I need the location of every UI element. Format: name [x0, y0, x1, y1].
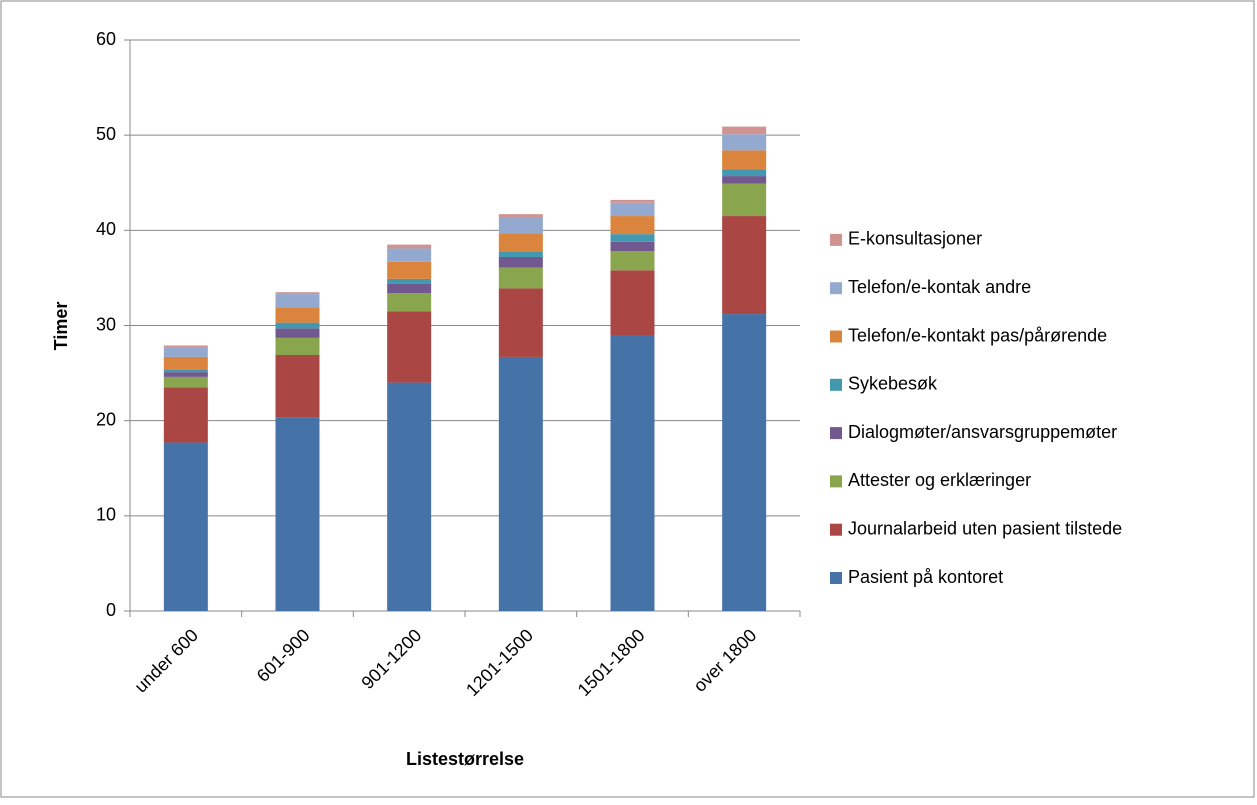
bar-segment [387, 261, 432, 279]
legend-label: Dialogmøter/ansvarsgruppemøter [848, 422, 1117, 442]
legend-swatch [830, 233, 842, 246]
bar-segment [163, 347, 208, 357]
legend-label: E-konsultasjoner [848, 229, 982, 249]
bar-segment [387, 293, 432, 312]
bar-segment [387, 311, 432, 383]
bar-segment [275, 294, 320, 308]
bar-segment [275, 328, 320, 338]
bar-segment [498, 251, 543, 257]
bar-segment [387, 244, 432, 249]
bar-segment [610, 251, 655, 271]
legend-swatch [830, 330, 842, 343]
y-tick-label: 50 [96, 124, 116, 144]
bar-segment [722, 176, 767, 184]
legend-swatch [830, 523, 842, 536]
legend-label: Telefon/e-kontakt pas/pårørende [848, 325, 1107, 345]
bar-segment [163, 369, 208, 373]
bar-segment [722, 183, 767, 217]
bar-segment [610, 202, 655, 217]
bar-segment [498, 288, 543, 357]
y-tick-label: 10 [96, 505, 116, 525]
bar-segment [610, 234, 655, 242]
bar-segment [275, 337, 320, 356]
bar-segment [722, 150, 767, 170]
bar-segment [610, 270, 655, 336]
legend-swatch [830, 378, 842, 391]
bar-segment [163, 442, 208, 611]
legend-swatch [830, 427, 842, 440]
bar-segment [610, 241, 655, 252]
legend-swatch [830, 282, 842, 295]
bar-segment [275, 307, 320, 323]
bar-segment [275, 292, 320, 295]
legend-label: Attester og erklæringer [848, 470, 1031, 490]
bar-segment [610, 335, 655, 611]
bar-segment [387, 382, 432, 611]
bar-segment [498, 267, 543, 289]
bar-segment [498, 214, 543, 218]
bar-segment [722, 126, 767, 135]
bar-segment [163, 387, 208, 443]
x-axis-title: Listestørrelse [406, 749, 524, 769]
bar-segment [722, 216, 767, 315]
bar-segment [387, 248, 432, 262]
legend-label: Telefon/e-kontak andre [848, 277, 1031, 297]
bar-segment [387, 283, 432, 294]
y-tick-label: 0 [106, 600, 116, 620]
bar-segment [498, 217, 543, 234]
bar-segment [275, 355, 320, 418]
bar-segment [275, 417, 320, 611]
bar-segment [163, 372, 208, 377]
legend-label: Sykebesøk [848, 374, 938, 394]
y-tick-label: 40 [96, 219, 116, 239]
bar-segment [163, 376, 208, 388]
legend-label: Journalarbeid uten pasient tilstede [848, 518, 1122, 538]
bar-segment [722, 169, 767, 177]
bar-segment [610, 216, 655, 235]
bar-segment [387, 278, 432, 284]
y-tick-label: 30 [96, 314, 116, 334]
bar-segment [163, 345, 208, 348]
y-tick-label: 20 [96, 409, 116, 429]
y-axis-title: Timer [51, 302, 71, 351]
bar-segment [722, 314, 767, 611]
bar-segment [498, 233, 543, 252]
bar-segment [275, 322, 320, 329]
bar-segment [163, 356, 208, 370]
y-tick-label: 60 [96, 29, 116, 49]
legend-swatch [830, 475, 842, 488]
bar-segment [498, 256, 543, 268]
legend-swatch [830, 572, 842, 584]
bar-segment [722, 134, 767, 151]
bar-segment [498, 356, 543, 611]
legend-label: Pasient på kontoret [848, 567, 1003, 587]
bar-segment [610, 199, 655, 203]
